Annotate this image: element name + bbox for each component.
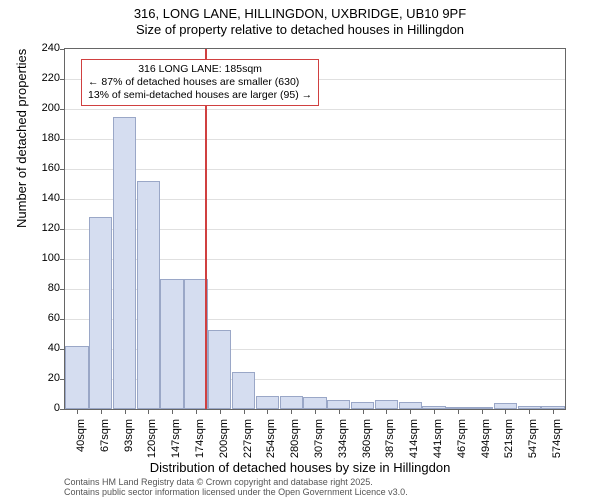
x-tick-label: 441sqm (432, 419, 444, 458)
x-tick-label: 494sqm (480, 419, 492, 458)
x-tick-mark (315, 409, 316, 414)
y-tick-mark (60, 199, 65, 200)
histogram-bar (303, 397, 326, 409)
x-tick-label: 93sqm (123, 419, 135, 452)
x-tick-label: 254sqm (265, 419, 277, 458)
y-tick-label: 200 (30, 102, 60, 114)
x-tick-mark (458, 409, 459, 414)
x-tick-label: 40sqm (75, 419, 87, 452)
x-tick-label: 280sqm (289, 419, 301, 458)
y-tick-label: 140 (30, 192, 60, 204)
y-tick-label: 240 (30, 42, 60, 54)
chart-title: 316, LONG LANE, HILLINGDON, UXBRIDGE, UB… (0, 0, 600, 37)
histogram-bar (184, 279, 207, 410)
x-tick-label: 547sqm (527, 419, 539, 458)
y-tick-mark (60, 289, 65, 290)
x-tick-mark (172, 409, 173, 414)
histogram-bar (399, 402, 422, 410)
histogram-bar (137, 181, 160, 409)
annotation-box: 316 LONG LANE: 185sqm← 87% of detached h… (81, 59, 319, 106)
x-tick-mark (553, 409, 554, 414)
histogram-plot: 40sqm67sqm93sqm120sqm147sqm174sqm200sqm2… (64, 48, 566, 410)
x-tick-label: 521sqm (503, 419, 515, 458)
x-tick-mark (220, 409, 221, 414)
y-tick-label: 20 (30, 372, 60, 384)
y-tick-label: 60 (30, 312, 60, 324)
y-tick-mark (60, 409, 65, 410)
x-tick-mark (529, 409, 530, 414)
x-tick-mark (196, 409, 197, 414)
y-tick-label: 160 (30, 162, 60, 174)
y-tick-mark (60, 169, 65, 170)
x-tick-mark (434, 409, 435, 414)
x-tick-label: 227sqm (242, 419, 254, 458)
y-tick-label: 80 (30, 282, 60, 294)
x-tick-label: 414sqm (408, 419, 420, 458)
y-tick-mark (60, 319, 65, 320)
x-tick-mark (244, 409, 245, 414)
x-tick-label: 387sqm (384, 419, 396, 458)
histogram-bar (89, 217, 112, 409)
x-tick-label: 360sqm (361, 419, 373, 458)
annotation-line: 13% of semi-detached houses are larger (… (88, 89, 312, 102)
x-tick-mark (386, 409, 387, 414)
x-tick-label: 200sqm (218, 419, 230, 458)
histogram-bar (327, 400, 350, 409)
x-tick-mark (505, 409, 506, 414)
gridline (65, 169, 565, 170)
title-line-1: 316, LONG LANE, HILLINGDON, UXBRIDGE, UB… (0, 6, 600, 22)
y-tick-mark (60, 259, 65, 260)
y-tick-mark (60, 109, 65, 110)
histogram-bar (375, 400, 398, 409)
gridline (65, 139, 565, 140)
x-tick-label: 120sqm (146, 419, 158, 458)
x-tick-mark (148, 409, 149, 414)
x-tick-label: 147sqm (170, 419, 182, 458)
x-tick-mark (101, 409, 102, 414)
histogram-bar (280, 396, 303, 410)
y-tick-label: 120 (30, 222, 60, 234)
histogram-bar (113, 117, 136, 410)
histogram-bar (208, 330, 231, 410)
title-line-2: Size of property relative to detached ho… (0, 22, 600, 38)
x-tick-mark (363, 409, 364, 414)
footer-line-2: Contains public sector information licen… (64, 488, 408, 498)
y-tick-label: 180 (30, 132, 60, 144)
histogram-bar (256, 396, 279, 410)
gridline (65, 109, 565, 110)
footer-attribution: Contains HM Land Registry data © Crown c… (64, 478, 408, 498)
y-tick-mark (60, 139, 65, 140)
x-tick-label: 67sqm (99, 419, 111, 452)
x-tick-mark (482, 409, 483, 414)
y-tick-label: 40 (30, 342, 60, 354)
histogram-bar (160, 279, 183, 410)
histogram-bar (65, 346, 88, 409)
x-tick-label: 574sqm (551, 419, 563, 458)
y-tick-mark (60, 49, 65, 50)
y-tick-label: 220 (30, 72, 60, 84)
x-tick-mark (77, 409, 78, 414)
x-tick-label: 334sqm (337, 419, 349, 458)
annotation-line: ← 87% of detached houses are smaller (63… (88, 76, 312, 89)
x-tick-label: 467sqm (456, 419, 468, 458)
x-tick-mark (125, 409, 126, 414)
y-tick-mark (60, 79, 65, 80)
x-tick-mark (267, 409, 268, 414)
x-tick-mark (410, 409, 411, 414)
histogram-bar (351, 402, 374, 410)
x-tick-mark (339, 409, 340, 414)
x-tick-label: 307sqm (313, 419, 325, 458)
y-tick-label: 0 (30, 402, 60, 414)
y-tick-mark (60, 229, 65, 230)
y-axis-title: Number of detached properties (14, 49, 29, 228)
histogram-bar (232, 372, 255, 410)
y-tick-label: 100 (30, 252, 60, 264)
x-axis-title: Distribution of detached houses by size … (0, 460, 600, 475)
x-tick-mark (291, 409, 292, 414)
x-tick-label: 174sqm (194, 419, 206, 458)
annotation-line: 316 LONG LANE: 185sqm (88, 63, 312, 76)
